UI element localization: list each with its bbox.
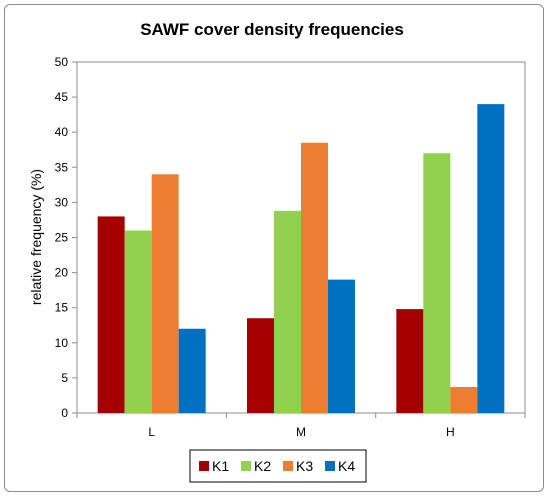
legend-label-k4: K4 [338, 458, 355, 474]
bar-k1-m [247, 318, 274, 413]
x-tick-label: H [446, 425, 455, 439]
bar-k1-l [97, 216, 125, 413]
bar-k2-h [423, 153, 451, 413]
y-tick-label: 45 [55, 90, 69, 104]
y-tick-label: 10 [55, 336, 69, 350]
legend-swatch-k1 [199, 461, 209, 471]
y-tick-label: 40 [55, 125, 69, 139]
bar-k4-m [328, 279, 355, 413]
bar-k4-l [178, 328, 206, 413]
y-axis-label: relative frequency (%) [28, 169, 44, 305]
legend-label-k1: K1 [212, 458, 229, 474]
bar-k4-h [477, 104, 505, 414]
y-tick-label: 0 [61, 406, 68, 420]
bar-k2-m [274, 210, 301, 413]
legend-swatch-k2 [241, 461, 251, 471]
x-tick-label: M [296, 425, 306, 439]
legend: K1 K2 K3 K4 [189, 449, 367, 483]
legend-label-k2: K2 [254, 458, 271, 474]
bar-k3-l [151, 174, 179, 413]
bar-k3-m [301, 142, 328, 414]
bar-k1-h [396, 309, 424, 413]
y-tick-label: 30 [55, 195, 69, 209]
y-tick-label: 50 [55, 55, 69, 69]
y-tick-label: 20 [55, 266, 69, 280]
legend-swatch-k4 [325, 461, 335, 471]
chart-title: SAWF cover density frequencies [140, 20, 404, 39]
y-tick-label: 5 [61, 371, 68, 385]
y-tick-label: 15 [55, 301, 69, 315]
bars [97, 104, 505, 414]
legend-label-k3: K3 [296, 458, 313, 474]
x-tick-label: L [148, 425, 155, 439]
bar-k3-h [450, 387, 478, 413]
legend-box [189, 449, 367, 483]
legend-swatch-k3 [283, 461, 293, 471]
y-tick-label: 35 [55, 160, 69, 174]
bar-k2-l [124, 230, 152, 413]
y-tick-label: 25 [55, 231, 69, 245]
